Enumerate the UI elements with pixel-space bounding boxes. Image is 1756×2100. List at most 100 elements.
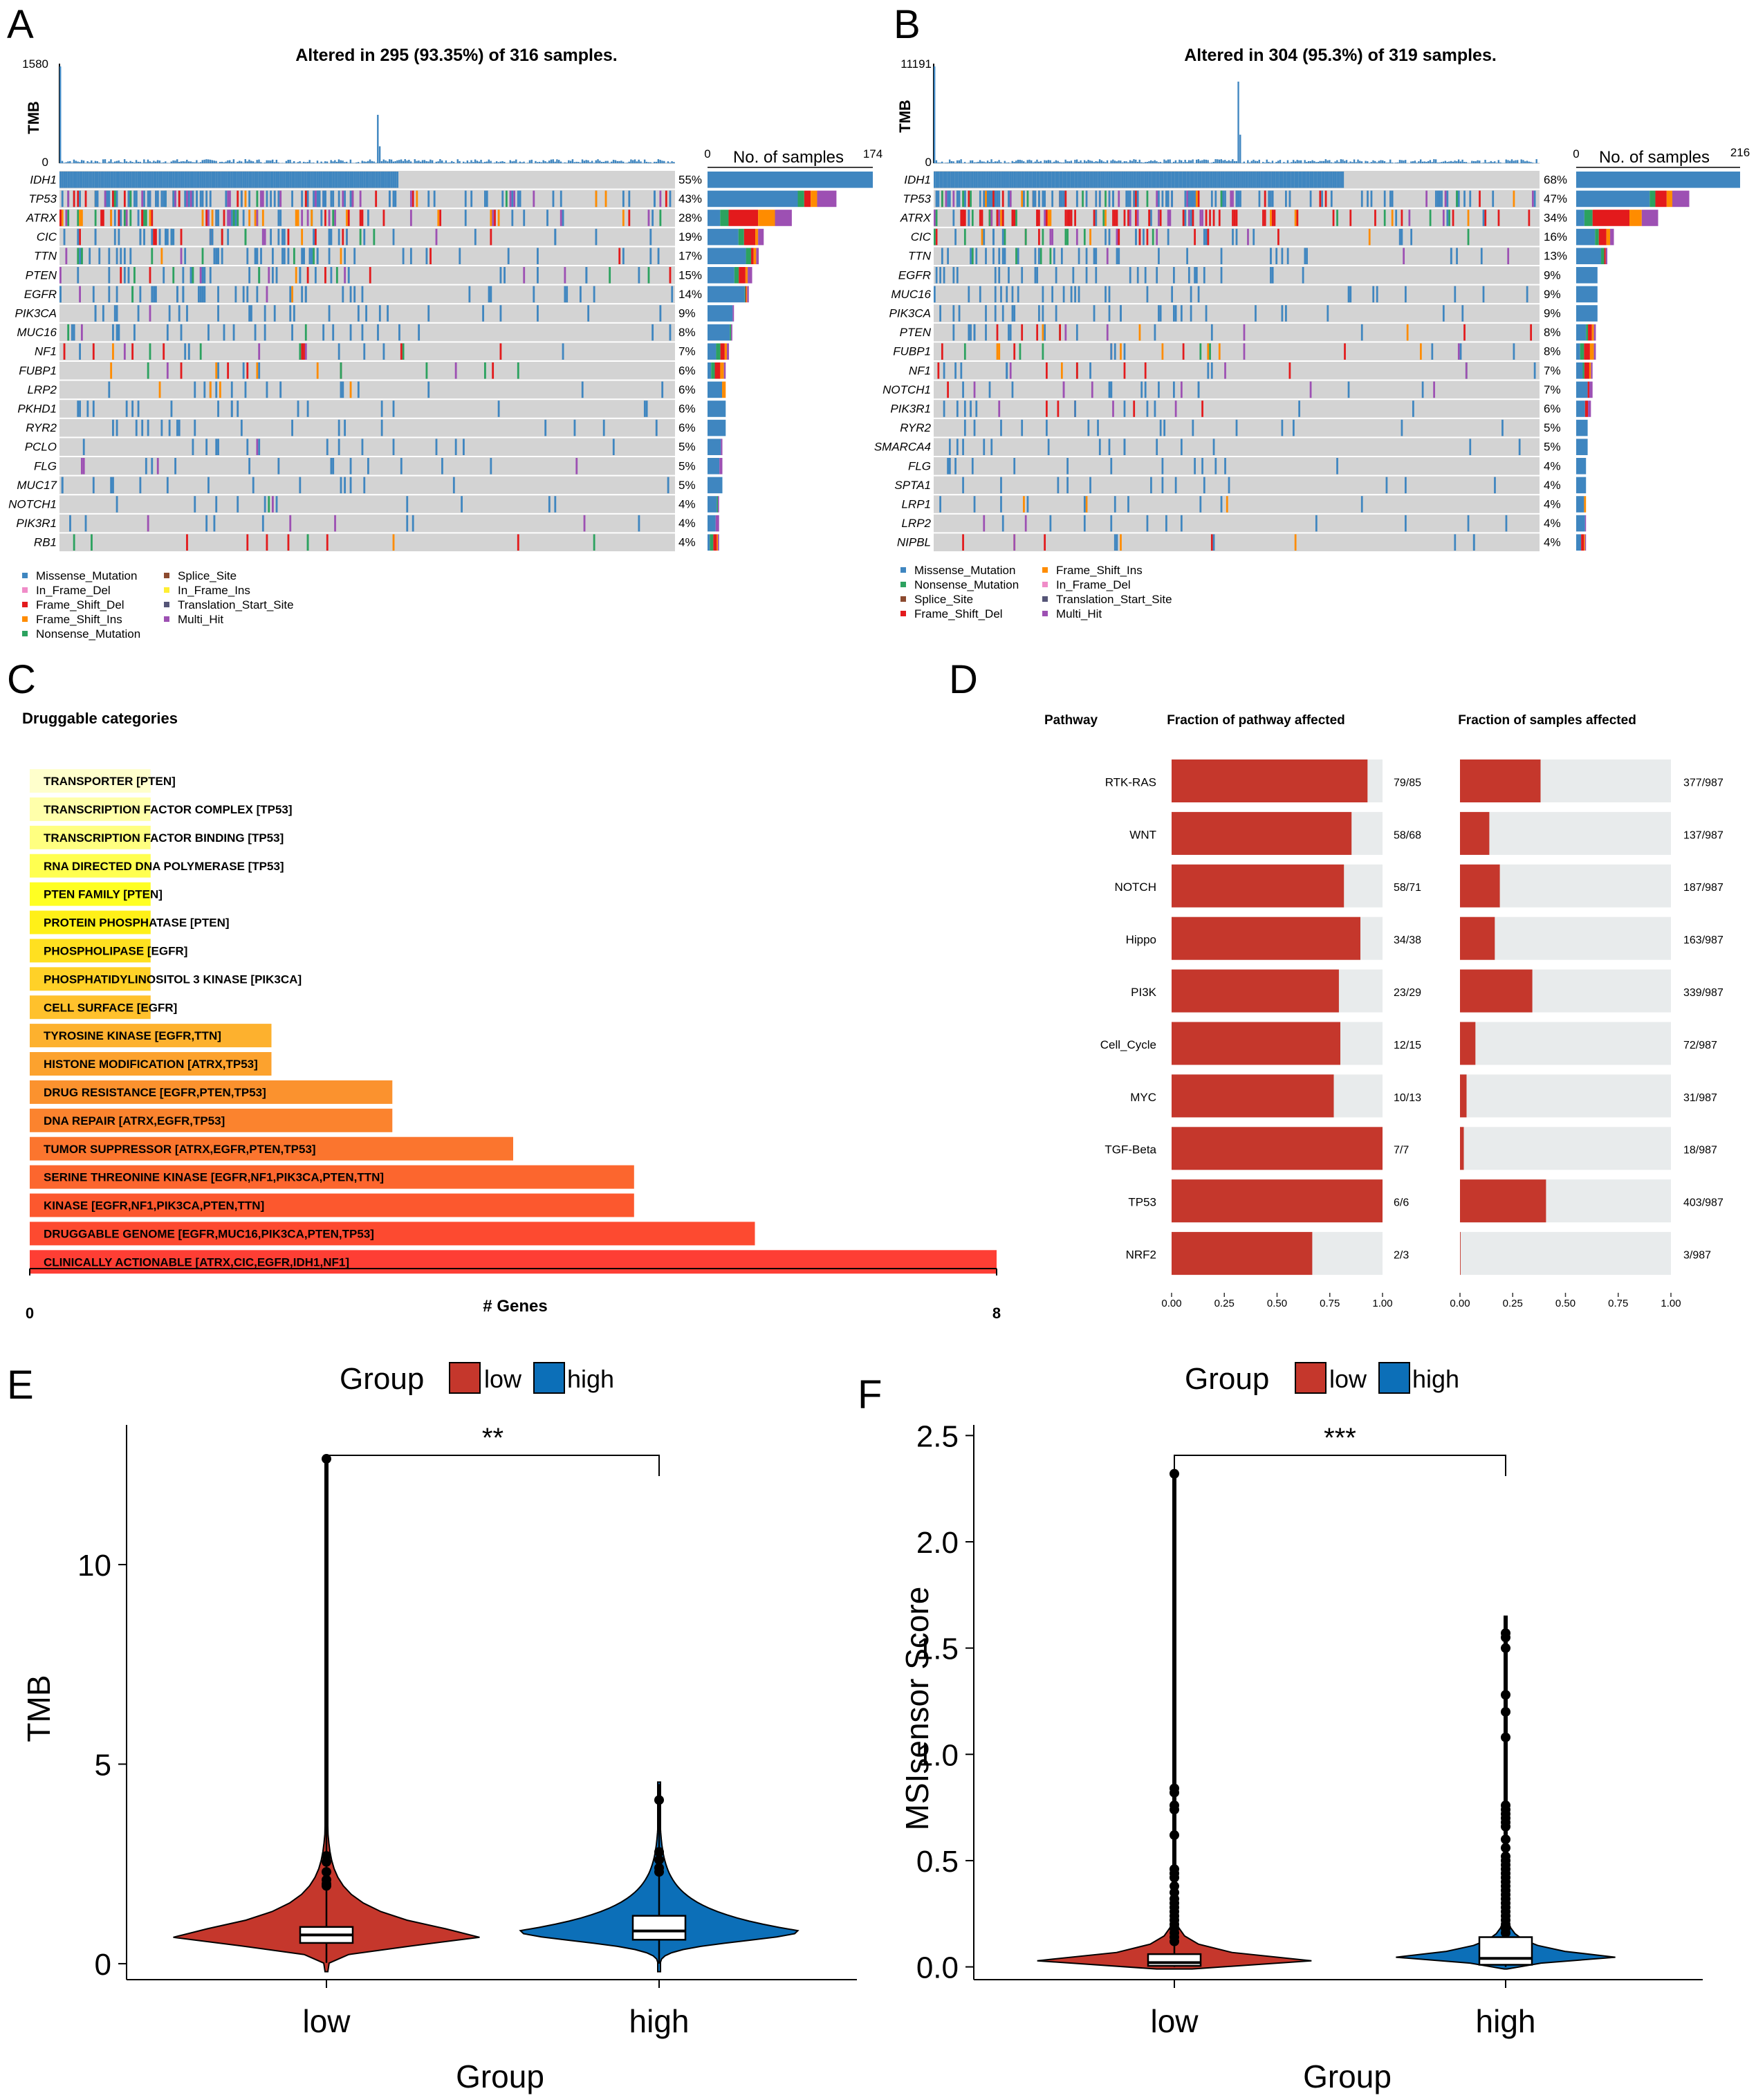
mutation-cell bbox=[945, 172, 948, 188]
mutation-cell bbox=[956, 439, 959, 455]
mutation-cell bbox=[1268, 172, 1270, 188]
legend-swatch bbox=[900, 582, 906, 587]
gene-bar-tp53 bbox=[804, 190, 811, 208]
significance-stars: *** bbox=[1324, 1423, 1356, 1453]
tmb-bar bbox=[1268, 161, 1270, 163]
mutation-cell bbox=[1465, 362, 1468, 379]
gene-row-bg-pclo bbox=[59, 438, 675, 456]
mutation-cell bbox=[92, 343, 95, 360]
tmb-bar bbox=[1064, 159, 1066, 163]
mutation-cell bbox=[1006, 172, 1008, 188]
mutation-cell bbox=[1009, 172, 1012, 188]
tmb-bar bbox=[398, 160, 400, 163]
tmb-bar bbox=[385, 160, 387, 163]
mutation-cell bbox=[1255, 172, 1257, 188]
mutation-cell bbox=[1313, 172, 1315, 188]
mutation-cell bbox=[1319, 172, 1322, 188]
gene-pct-muc16: 8% bbox=[678, 326, 696, 339]
mutation-cell bbox=[1180, 439, 1183, 455]
mutation-cell bbox=[1042, 172, 1044, 188]
mutation-cell bbox=[544, 419, 547, 436]
tmb-bar bbox=[1118, 160, 1120, 163]
mutation-cell bbox=[75, 172, 77, 188]
mutation-cell bbox=[1209, 343, 1211, 360]
mutation-cell bbox=[628, 190, 631, 208]
mutation-cell bbox=[1034, 248, 1037, 264]
mutation-cell bbox=[1075, 190, 1078, 208]
violin-outlier-high bbox=[654, 1847, 664, 1857]
mutation-cell bbox=[108, 286, 111, 303]
tmb-bar bbox=[950, 160, 953, 163]
mutation-cell bbox=[1513, 343, 1515, 360]
mutation-cell bbox=[1144, 267, 1147, 284]
mutation-cell bbox=[409, 248, 412, 264]
mutation-cell bbox=[943, 400, 945, 417]
mutation-cell bbox=[261, 228, 264, 246]
mutation-cell bbox=[934, 172, 936, 188]
mutation-cell bbox=[172, 172, 175, 188]
mutation-cell bbox=[511, 210, 514, 226]
mutation-cell bbox=[1118, 248, 1120, 264]
mutation-cell bbox=[425, 248, 428, 264]
tmb-bar bbox=[1418, 161, 1420, 163]
mutation-cell bbox=[523, 210, 526, 226]
tmb-bar bbox=[1097, 161, 1099, 163]
mutation-cell bbox=[110, 210, 113, 226]
mutation-cell bbox=[1008, 172, 1010, 188]
gene-row-bg-pten bbox=[934, 323, 1540, 342]
pathway-chart: Pathway Fraction of pathway affected Fra… bbox=[1044, 713, 1723, 1309]
mutation-cell bbox=[308, 248, 311, 264]
mutation-cell bbox=[1026, 172, 1029, 188]
gene-bar-ttn bbox=[1601, 248, 1605, 264]
mutation-cell bbox=[230, 381, 233, 398]
mutation-cell bbox=[507, 248, 510, 264]
mutation-cell bbox=[149, 172, 151, 188]
mutation-cell bbox=[277, 210, 280, 226]
mutation-cell bbox=[184, 343, 187, 360]
tmb-bar bbox=[571, 159, 574, 163]
mutation-cell bbox=[1047, 172, 1050, 188]
mutation-cell bbox=[149, 210, 151, 226]
mutation-cell bbox=[306, 210, 309, 226]
mutation-cell bbox=[998, 210, 1001, 226]
mutation-cell bbox=[1158, 172, 1160, 188]
mutation-cell bbox=[992, 190, 995, 208]
mutation-cell bbox=[1171, 286, 1174, 303]
mutation-cell bbox=[207, 324, 210, 341]
mutation-cell bbox=[131, 343, 134, 360]
mutation-cell bbox=[361, 210, 364, 226]
mutation-cell bbox=[1262, 172, 1264, 188]
tmb-bar bbox=[589, 162, 591, 163]
mutation-cell bbox=[1078, 248, 1080, 264]
tmb-bar bbox=[351, 163, 353, 164]
mutation-cell bbox=[1089, 172, 1091, 188]
mutation-cell bbox=[454, 439, 457, 455]
mutation-cell bbox=[1159, 210, 1162, 226]
tmb-bar bbox=[390, 159, 393, 163]
violin-box-high bbox=[631, 1915, 687, 1941]
tmb-bar bbox=[480, 160, 482, 163]
mutation-cell bbox=[1347, 286, 1350, 303]
mutation-cell bbox=[1199, 172, 1202, 188]
mutation-cell bbox=[108, 248, 111, 264]
mutation-cell bbox=[1237, 172, 1240, 188]
mutation-cell bbox=[1000, 477, 1002, 494]
mutation-cell bbox=[1113, 210, 1116, 226]
mutation-cell bbox=[110, 362, 113, 379]
mutation-cell bbox=[1021, 419, 1024, 436]
mutation-cell bbox=[1302, 172, 1304, 188]
mutation-cell bbox=[647, 267, 650, 284]
mutation-cell bbox=[166, 228, 169, 246]
tmb-bar bbox=[452, 162, 455, 163]
mutation-cell bbox=[112, 190, 114, 208]
pathway-count: 79/85 bbox=[1394, 777, 1421, 789]
tmb-bar bbox=[1148, 161, 1150, 163]
mutation-cell bbox=[340, 381, 342, 398]
mutation-cell bbox=[242, 210, 245, 226]
mutation-cell bbox=[971, 458, 974, 475]
gene-pct-notch1: 4% bbox=[678, 498, 696, 511]
mutation-cell bbox=[1001, 190, 1004, 208]
tmb-bar bbox=[1000, 162, 1002, 163]
mutation-cell bbox=[1195, 172, 1198, 188]
mutation-cell bbox=[67, 172, 70, 188]
